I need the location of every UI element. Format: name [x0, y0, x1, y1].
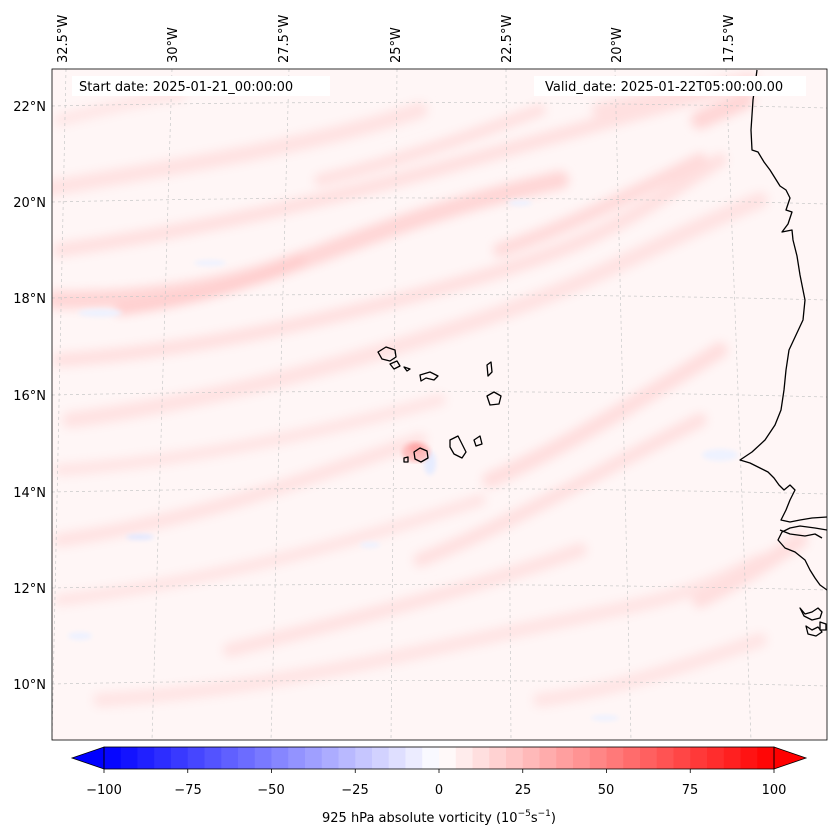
colorbar-segment — [740, 747, 758, 769]
colorbar-segment — [656, 747, 674, 769]
lon-label-25w: 25°W — [389, 27, 404, 63]
colorbar-tick-label-neg100: −100 — [86, 783, 122, 798]
colorbar-segment — [355, 747, 373, 769]
longitude-labels: 32.5°W 30°W 27.5°W 25°W 22.5°W 20°W 17.5… — [56, 15, 737, 63]
lon-label-32-5w: 32.5°W — [56, 15, 71, 63]
africa-coastline — [739, 69, 827, 523]
colorbar-tick-label-neg50: −50 — [257, 783, 284, 798]
colorbar-label: 925 hPa absolute vorticity (10−5s−1) — [322, 809, 556, 826]
colorbar-segments — [104, 747, 775, 769]
colorbar-segment — [455, 747, 473, 769]
colorbar-tick-label-50: 50 — [598, 783, 615, 798]
island-brava — [403, 456, 409, 463]
colorbar-high-extension — [773, 746, 808, 770]
lat-label-12n: 12°N — [13, 582, 46, 597]
colorbar-segment — [623, 747, 641, 769]
colorbar-segment — [137, 747, 155, 769]
colorbar-segment — [506, 747, 524, 769]
colorbar-segment — [522, 747, 540, 769]
colorbar-segment — [757, 747, 775, 769]
graticule — [52, 69, 827, 740]
lat-label-10n: 10°N — [13, 678, 46, 693]
start-date-box — [72, 76, 330, 96]
colorbar-segment — [589, 747, 607, 769]
colorbar-tick-label-25: 25 — [515, 783, 532, 798]
colorbar-segment — [606, 747, 624, 769]
island-sal — [486, 361, 493, 377]
start-date-label: Start date: 2025-01-21_00:00:00 — [79, 80, 293, 95]
colorbar-segment — [254, 747, 272, 769]
latitude-labels: 22°N 20°N 18°N 16°N 14°N 12°N 10°N — [13, 100, 46, 693]
map-panel — [51, 68, 828, 741]
colorbar-segment — [573, 747, 591, 769]
lat-label-16n: 16°N — [13, 389, 46, 404]
island-santiago — [449, 435, 467, 459]
colorbar-segment — [472, 747, 490, 769]
colorbar-segment — [154, 747, 172, 769]
colorbar-segment — [673, 747, 691, 769]
island-sao-vicente — [389, 360, 401, 370]
colorbar-segment — [556, 747, 574, 769]
lon-label-17-5w: 17.5°W — [722, 15, 737, 63]
africa-coastline-south — [777, 525, 827, 591]
map-frame — [51, 68, 828, 741]
colorbar-segment — [288, 747, 306, 769]
colorbar-segment — [104, 747, 122, 769]
lat-label-20n: 20°N — [13, 196, 46, 211]
lon-label-22-5w: 22.5°W — [500, 15, 515, 63]
colorbar-segment — [489, 747, 507, 769]
lon-label-27-5w: 27.5°W — [277, 15, 292, 63]
guinea-bissau-outline — [799, 607, 823, 621]
colorbar-segment — [405, 747, 423, 769]
vorticity-field — [52, 69, 827, 740]
island-sao-nicolau — [419, 371, 439, 382]
colorbar-tick-label-neg25: −25 — [341, 783, 368, 798]
colorbar-segment — [422, 747, 440, 769]
colorbar-tick-label-100: 100 — [762, 783, 787, 798]
colorbar-segment — [238, 747, 256, 769]
colorbar-segment — [171, 747, 189, 769]
colorbar-tick-label-0: 0 — [435, 783, 443, 798]
island-fogo — [413, 447, 429, 463]
island-boa-vista — [486, 391, 502, 406]
colorbar-segment — [439, 747, 457, 769]
colorbar-segment — [388, 747, 406, 769]
bijagos-small — [819, 621, 827, 631]
colorbar-segment — [640, 747, 658, 769]
colorbar-segment — [707, 747, 725, 769]
lon-label-30w: 30°W — [166, 27, 181, 63]
colorbar-segment — [723, 747, 741, 769]
positive-vorticity-bands — [52, 72, 808, 707]
colorbar-ticks — [103, 769, 775, 773]
lat-label-22n: 22°N — [13, 100, 46, 115]
island-santa-luzia — [403, 366, 411, 372]
lat-label-14n: 14°N — [13, 486, 46, 501]
colorbar-segment — [305, 747, 323, 769]
colorbar-segment — [221, 747, 239, 769]
lat-label-18n: 18°N — [13, 292, 46, 307]
colorbar-low-extension — [70, 746, 105, 770]
gambia-outline — [779, 529, 823, 539]
island-maio — [473, 435, 483, 447]
colorbar-segment — [271, 747, 289, 769]
vorticity-maximum — [402, 442, 430, 462]
colorbar-segment — [204, 747, 222, 769]
colorbar: −100 −75 −50 −25 0 25 50 75 100 925 hPa … — [70, 746, 808, 826]
colorbar-segment — [338, 747, 356, 769]
valid-date-label: Valid_date: 2025-01-22T05:00:00.00 — [545, 80, 783, 95]
colorbar-segment — [690, 747, 708, 769]
island-santo-antao — [377, 346, 397, 362]
colorbar-segment — [187, 747, 205, 769]
colorbar-tick-label-75: 75 — [682, 783, 699, 798]
colorbar-segment — [321, 747, 339, 769]
colorbar-tick-label-neg75: −75 — [174, 783, 201, 798]
lon-label-20w: 20°W — [610, 27, 625, 63]
valid-date-box — [534, 76, 806, 96]
colorbar-segment — [539, 747, 557, 769]
colorbar-segment — [372, 747, 390, 769]
bijagos-islands — [805, 625, 823, 637]
coastlines — [377, 69, 827, 637]
colorbar-segment — [120, 747, 138, 769]
